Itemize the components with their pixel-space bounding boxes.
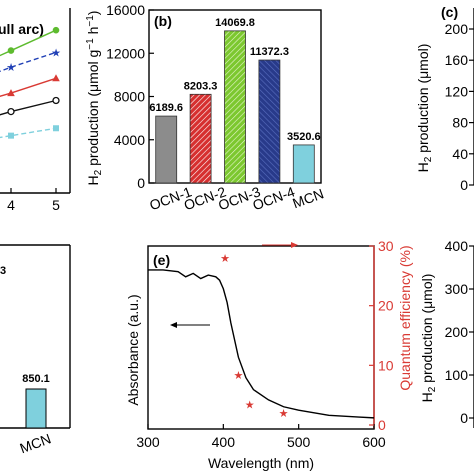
panel-a: ull arc) 4 5 ★★ (0, 8, 71, 213)
panel-a-x-tick-label: 5 (52, 197, 60, 213)
panel-d-fragment-label: 3 (0, 265, 6, 277)
panel-e-label: (e) (153, 252, 170, 268)
panel-b-y-tick-label: 8000 (114, 89, 145, 105)
panel-b-bar (292, 144, 315, 184)
panel-c-y-tick-label: 200 (445, 21, 469, 37)
panel-b-y-tick-label: 12000 (106, 45, 145, 61)
panel-e-x-tick-label: 300 (136, 434, 160, 450)
panel-f-y-tick-label: 400 (445, 238, 469, 254)
panel-b-y-ticks: 0 4000 8000 12000 16000 (106, 2, 154, 191)
panel-b-y-tick-label: 16000 (106, 2, 145, 18)
panel-b-bar (189, 93, 212, 184)
panel-d: 3 850.1 MCN (0, 244, 71, 456)
panel-a-legend-fragment: ull arc) (0, 21, 44, 37)
panel-c-y-axis-label: H2 production (μmol) (415, 44, 434, 173)
panel-e-right-arrowhead (291, 242, 298, 248)
panel-e-right-y-tick-label: 10 (378, 357, 394, 373)
panel-e-x-tick-label: 500 (287, 434, 311, 450)
panel-e-legend-star: ★ (220, 253, 230, 265)
panel-b-bar (224, 30, 246, 184)
panel-c-y-tick-label: 40 (452, 146, 468, 162)
panel-c-y-tick-label: 80 (452, 115, 468, 131)
panel-a-marker (8, 132, 14, 139)
panel-e-x-tick-label: 600 (362, 434, 386, 450)
panel-e-x-axis-label: Wavelength (nm) (208, 455, 314, 471)
panel-e-y-right-label: Quantum efficiency (%) (397, 245, 413, 390)
panel-a-marker (7, 107, 15, 116)
panel-b-value-label: 6189.6 (149, 102, 183, 114)
panel-b-y-axis-label: H2 production (μmol g−1 h−1) (85, 11, 104, 186)
panel-b-bar (155, 115, 178, 184)
panel-f-y-tick-label: 100 (445, 367, 469, 383)
panel-b-y-tick-label: 4000 (114, 132, 145, 148)
panel-b-value-label: 11372.3 (250, 46, 289, 58)
panel-a-series-line (0, 127, 57, 139)
panel-b: (b) H2 production (μmol g−1 h−1) 0 4000 80… (85, 2, 326, 213)
panel-b-value-label: 14069.8 (215, 17, 255, 29)
panel-e-absorbance-curve (148, 269, 375, 419)
panel-c-y-tick-label: 0 (460, 177, 468, 193)
panel-c-label: (c) (441, 4, 458, 20)
panel-a-marker (7, 89, 15, 97)
panel-e: (e) Absorbance (a.u.) Quantum efficiency… (125, 238, 413, 471)
panel-e-content: ★ ★ ★ ★ (148, 253, 375, 420)
panel-a-marker (7, 47, 15, 54)
panel-d-value-label: 850.1 (22, 373, 50, 385)
panel-a-series-group: ★★ (0, 26, 61, 139)
panel-d-category-label: MCN (18, 430, 53, 456)
panel-a-marker: ★ (6, 62, 16, 74)
panel-b-y-tick-label: 0 (137, 175, 145, 191)
panel-b-bars: 6189.6OCN-18203.3OCN-214069.8OCN-311372.… (147, 17, 326, 213)
panel-a-marker: ★ (51, 47, 61, 59)
panel-a-marker (52, 26, 60, 34)
panel-f: H2 production (μmol) 0 100 200 300 400 (419, 238, 474, 428)
panel-a-marker (53, 125, 59, 132)
panel-e-right-y-tick-label: 20 (378, 298, 394, 314)
panel-e-right-y-ticks: 0 10 20 30 (369, 238, 394, 433)
panel-f-y-ticks: 0 100 200 300 400 (445, 238, 474, 426)
panel-c-y-tick-label: 120 (445, 83, 469, 99)
panel-b-value-label: 3520.6 (287, 131, 321, 143)
panel-f-y-axis-label: H2 production (μmol) (419, 274, 438, 403)
panel-c: (c) H2 production (μmol) 0 40 80 120 160 200 (415, 4, 474, 193)
panel-e-y-left-label: Absorbance (a.u.) (125, 294, 141, 405)
panel-c-y-ticks: 0 40 80 120 160 200 (445, 21, 474, 193)
panel-f-y-tick-label: 200 (445, 324, 469, 340)
panel-e-qe-point: ★ (245, 400, 255, 412)
panel-e-right-y-tick-label: 0 (378, 417, 386, 433)
panel-b-label: (b) (154, 13, 172, 29)
panel-b-category-label: MCN (290, 185, 325, 211)
panel-b-bar (258, 59, 281, 184)
panel-a-x-tick-label: 4 (7, 197, 15, 213)
panel-f-y-tick-label: 0 (460, 410, 468, 426)
panel-e-left-arrowhead (170, 322, 177, 328)
panel-d-bar-mcn (25, 388, 47, 429)
panel-a-marker (52, 96, 60, 105)
panel-e-qe-point: ★ (279, 408, 289, 420)
panel-b-value-label: 8203.3 (184, 80, 218, 92)
panel-c-y-tick-label: 160 (445, 52, 469, 68)
panel-e-x-ticks: 300 400 500 600 (136, 424, 386, 450)
panel-e-x-tick-label: 400 (212, 434, 236, 450)
panel-f-y-tick-label: 300 (445, 281, 469, 297)
panel-a-marker (52, 74, 60, 82)
panel-e-qe-point: ★ (233, 370, 243, 382)
panel-e-right-y-tick-label: 30 (378, 238, 394, 254)
